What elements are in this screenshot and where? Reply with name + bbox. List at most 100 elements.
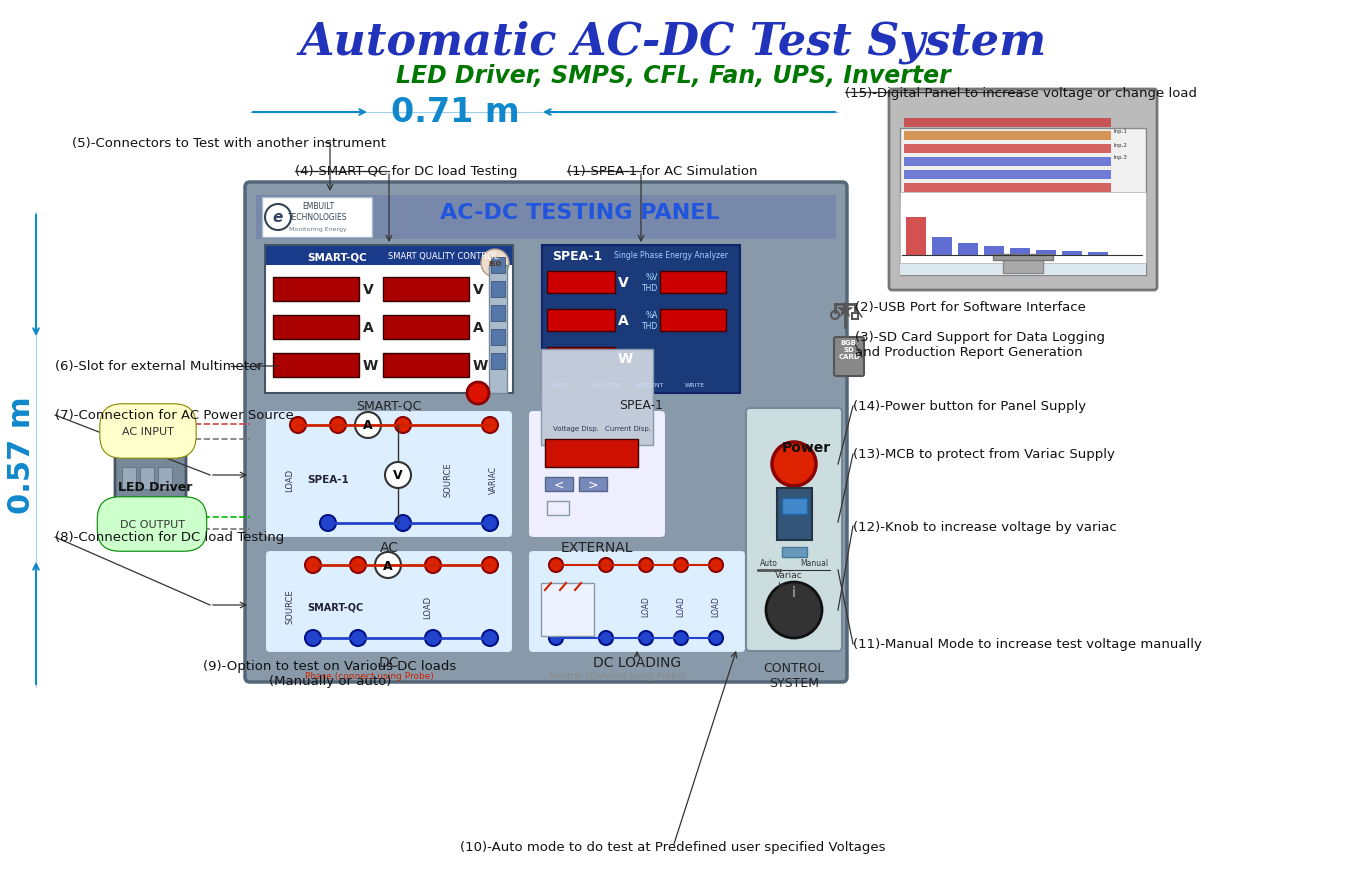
Circle shape xyxy=(482,557,498,574)
Text: <: < xyxy=(553,478,564,491)
Text: A: A xyxy=(384,559,393,572)
Text: 8GB
SD
CARD: 8GB SD CARD xyxy=(839,340,860,360)
Circle shape xyxy=(425,630,441,647)
Text: WRITE: WRITE xyxy=(685,383,705,388)
Bar xyxy=(1003,260,1043,274)
Text: LOAD: LOAD xyxy=(677,596,685,617)
Text: (11)-Manual Mode to increase test voltage manually: (11)-Manual Mode to increase test voltag… xyxy=(853,638,1202,651)
Text: (5)-Connectors to Test with another instrument: (5)-Connectors to Test with another inst… xyxy=(71,136,386,149)
Text: AC: AC xyxy=(380,541,398,554)
Text: SMART QUALITY CONTROL: SMART QUALITY CONTROL xyxy=(388,252,498,262)
Circle shape xyxy=(394,417,411,434)
Text: SOURCE: SOURCE xyxy=(443,462,452,497)
Bar xyxy=(906,218,926,255)
Text: EMBUILT
TECHNOLOGIES: EMBUILT TECHNOLOGIES xyxy=(288,202,347,222)
Text: V: V xyxy=(363,282,374,296)
Circle shape xyxy=(482,515,498,531)
Bar xyxy=(931,238,952,255)
Bar xyxy=(782,499,808,514)
Bar xyxy=(905,145,1110,154)
Circle shape xyxy=(320,515,336,531)
Text: V: V xyxy=(393,469,402,482)
Text: (12)-Knob to increase voltage by variac: (12)-Knob to increase voltage by variac xyxy=(853,520,1117,533)
Text: 0.71 m: 0.71 m xyxy=(390,96,520,129)
Circle shape xyxy=(289,417,306,434)
Bar xyxy=(491,258,505,274)
Circle shape xyxy=(330,417,346,434)
Bar xyxy=(491,354,505,369)
Bar xyxy=(273,315,359,340)
Text: SMART-QC: SMART-QC xyxy=(307,601,363,611)
Bar xyxy=(660,309,725,332)
Text: A: A xyxy=(472,321,483,335)
Circle shape xyxy=(599,559,612,573)
Bar xyxy=(579,477,607,492)
Text: Automatic AC-DC Test System: Automatic AC-DC Test System xyxy=(299,20,1047,63)
Bar xyxy=(546,501,569,515)
Circle shape xyxy=(265,205,291,231)
Text: V: V xyxy=(472,282,483,296)
Text: LED Driver: LED Driver xyxy=(118,481,192,494)
Bar xyxy=(1010,249,1030,255)
Text: (3)-SD Card Support for Data Logging
and Production Report Generation: (3)-SD Card Support for Data Logging and… xyxy=(855,330,1105,359)
Bar xyxy=(265,246,513,394)
Bar xyxy=(157,468,172,489)
Text: DC LOADING: DC LOADING xyxy=(594,655,681,669)
Text: LOAD: LOAD xyxy=(642,596,650,617)
Text: DC OUTPUT: DC OUTPUT xyxy=(120,520,184,529)
FancyBboxPatch shape xyxy=(265,550,513,653)
Circle shape xyxy=(394,515,411,531)
Text: (10)-Auto mode to do test at Predefined user specified Voltages: (10)-Auto mode to do test at Predefined … xyxy=(460,840,886,853)
Circle shape xyxy=(482,630,498,647)
Text: A: A xyxy=(363,419,373,432)
Text: SPEA-1: SPEA-1 xyxy=(619,399,664,412)
Text: Phase (connect using Probe): Phase (connect using Probe) xyxy=(304,672,433,680)
Text: EXTERNAL: EXTERNAL xyxy=(561,541,633,554)
Circle shape xyxy=(674,631,688,646)
Circle shape xyxy=(467,382,489,405)
FancyBboxPatch shape xyxy=(265,410,513,539)
Bar xyxy=(489,266,507,394)
Bar xyxy=(542,246,740,394)
Text: SOURCE: SOURCE xyxy=(285,589,295,624)
Text: A: A xyxy=(363,321,374,335)
Circle shape xyxy=(425,557,441,574)
Text: SMART-QC: SMART-QC xyxy=(357,399,421,412)
Bar xyxy=(777,488,812,541)
Bar xyxy=(545,440,638,468)
Bar xyxy=(273,354,359,377)
Bar xyxy=(905,132,1110,141)
Circle shape xyxy=(549,631,563,646)
FancyBboxPatch shape xyxy=(245,182,847,682)
Text: (2)-USB Port for Software Interface: (2)-USB Port for Software Interface xyxy=(855,302,1086,314)
Circle shape xyxy=(639,559,653,573)
Bar xyxy=(491,329,505,346)
Text: DC: DC xyxy=(378,655,400,669)
Text: SMART-QC: SMART-QC xyxy=(307,252,367,262)
Circle shape xyxy=(674,559,688,573)
Bar xyxy=(546,272,615,294)
Bar xyxy=(262,198,371,238)
Circle shape xyxy=(709,631,723,646)
Text: LOAD: LOAD xyxy=(712,596,720,617)
Text: SPEA-1: SPEA-1 xyxy=(307,474,349,484)
Bar xyxy=(782,547,808,557)
Text: e: e xyxy=(273,210,283,225)
Text: W: W xyxy=(618,352,633,366)
Text: Variac
Input: Variac Input xyxy=(775,571,802,590)
Text: Auto: Auto xyxy=(760,559,778,567)
Bar xyxy=(905,119,1110,128)
Text: Inp.3: Inp.3 xyxy=(1114,156,1128,160)
Text: (14)-Power button for Panel Supply: (14)-Power button for Panel Supply xyxy=(853,400,1086,413)
Bar xyxy=(852,314,857,320)
Circle shape xyxy=(766,582,822,638)
Bar xyxy=(900,193,1145,263)
Text: CONTROL
SYSTEM: CONTROL SYSTEM xyxy=(763,661,825,689)
Circle shape xyxy=(306,630,320,647)
Bar xyxy=(545,477,573,492)
FancyBboxPatch shape xyxy=(114,449,186,510)
Text: Power: Power xyxy=(782,441,830,454)
FancyBboxPatch shape xyxy=(528,550,746,653)
Text: V: V xyxy=(618,275,629,289)
Circle shape xyxy=(549,559,563,573)
